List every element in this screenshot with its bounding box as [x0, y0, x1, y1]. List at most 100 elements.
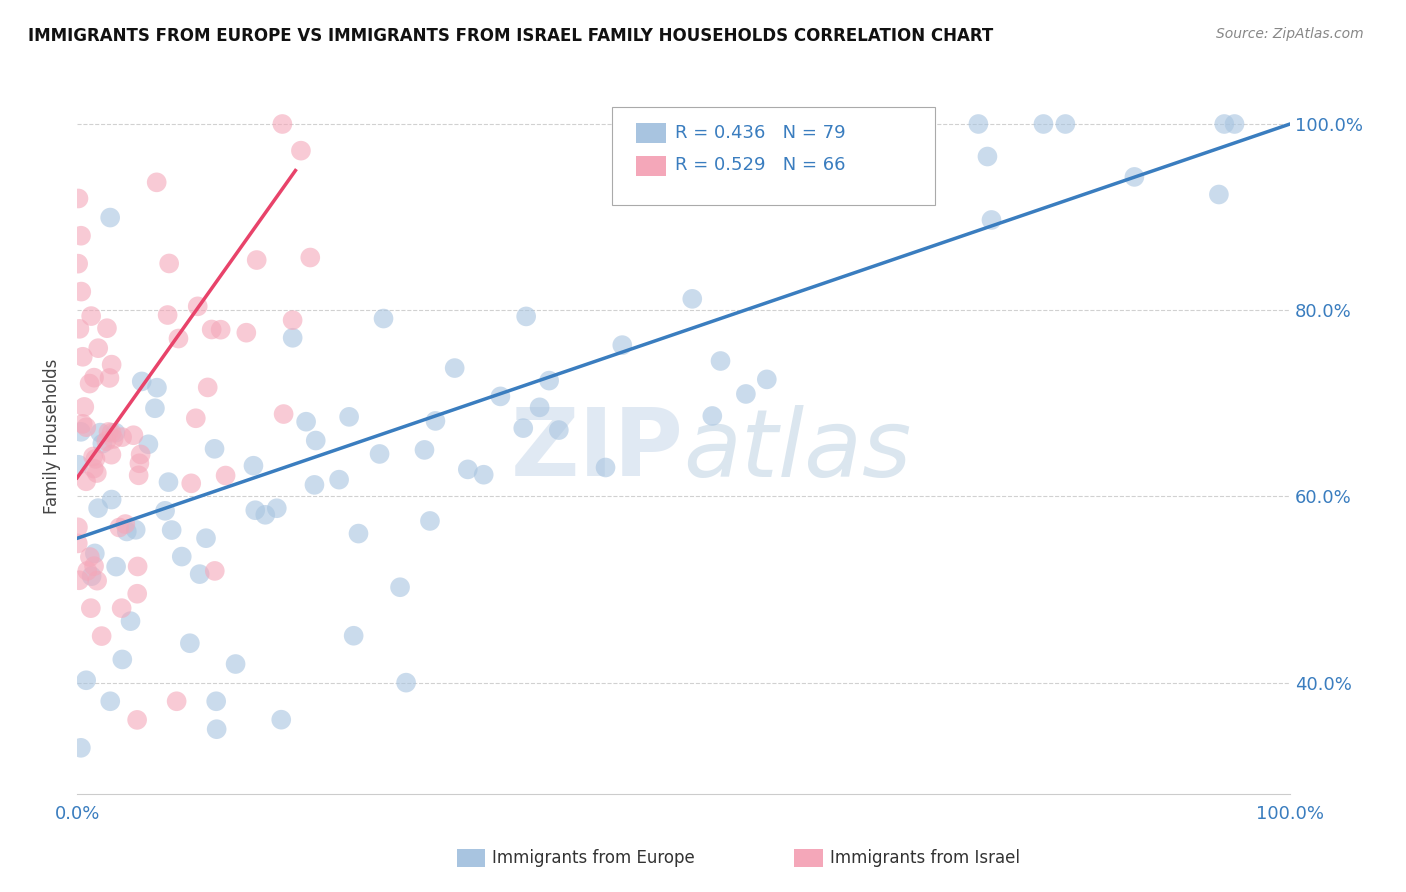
Point [529, 401, 551, 415]
Point [157, 256, 180, 270]
Point [98, 694, 121, 708]
Point [538, 374, 561, 388]
Point [266, 501, 288, 516]
Point [100, 448, 122, 462]
Point [100, 492, 122, 507]
Point [91, 436, 114, 450]
Point [100, 358, 122, 372]
Point [104, 425, 127, 440]
Point [86, 466, 108, 480]
Point [734, 387, 756, 401]
Point [98, 211, 121, 225]
Point [180, 476, 202, 491]
Point [245, 503, 267, 517]
Point [97, 425, 120, 439]
Point [214, 468, 236, 483]
Text: R = 0.529   N = 66: R = 0.529 N = 66 [675, 156, 845, 174]
Point [281, 313, 304, 327]
Point [395, 675, 418, 690]
Point [1208, 187, 1230, 202]
Text: Source: ZipAtlas.com: Source: ZipAtlas.com [1216, 27, 1364, 41]
Point [143, 401, 166, 416]
Point [105, 559, 128, 574]
Point [755, 372, 778, 386]
Point [225, 657, 247, 671]
Point [103, 432, 125, 446]
Point [242, 458, 264, 473]
Point [108, 520, 131, 534]
Point [1213, 117, 1236, 131]
Point [67, 322, 90, 336]
Point [976, 149, 998, 163]
Point [472, 467, 495, 482]
Point [515, 310, 537, 324]
Point [512, 421, 534, 435]
Point [70, 740, 93, 755]
Point [204, 564, 226, 578]
Point [1032, 117, 1054, 131]
Point [160, 523, 183, 537]
Point [120, 614, 142, 628]
Point [153, 504, 176, 518]
Point [145, 175, 167, 189]
Point [80, 309, 103, 323]
Point [100, 425, 122, 440]
Point [75, 475, 97, 489]
Point [254, 508, 277, 522]
Point [612, 338, 634, 352]
Point [595, 460, 617, 475]
Point [80, 601, 103, 615]
Point [66, 536, 89, 550]
Point [67, 192, 90, 206]
Text: Immigrants from Israel: Immigrants from Israel [830, 849, 1019, 867]
Point [425, 414, 447, 428]
Point [305, 434, 328, 448]
Point [373, 311, 395, 326]
Point [273, 407, 295, 421]
Point [96, 434, 118, 449]
Text: ZIP: ZIP [510, 404, 683, 496]
Point [82, 450, 104, 464]
Point [304, 478, 326, 492]
Point [111, 652, 134, 666]
Point [547, 423, 569, 437]
Text: atlas: atlas [683, 405, 912, 496]
Point [166, 694, 188, 708]
Point [75, 420, 97, 434]
Point [290, 144, 312, 158]
Point [281, 331, 304, 345]
Point [111, 601, 134, 615]
Point [83, 370, 105, 384]
Point [79, 549, 101, 564]
Point [205, 722, 228, 736]
Point [201, 322, 224, 336]
Point [125, 523, 148, 537]
Point [295, 415, 318, 429]
Point [157, 475, 180, 489]
Point [72, 417, 94, 431]
Point [131, 375, 153, 389]
Point [96, 321, 118, 335]
Point [86, 574, 108, 588]
Point [76, 564, 98, 578]
Point [167, 332, 190, 346]
Point [114, 516, 136, 531]
Point [79, 376, 101, 391]
Point [1123, 169, 1146, 184]
Text: Immigrants from Europe: Immigrants from Europe [492, 849, 695, 867]
Point [170, 549, 193, 564]
Point [67, 574, 90, 588]
Point [179, 636, 201, 650]
Point [128, 468, 150, 483]
Point [70, 228, 93, 243]
Point [413, 442, 436, 457]
Point [87, 501, 110, 516]
Point [129, 447, 152, 461]
Point [75, 673, 97, 688]
Point [967, 117, 990, 131]
Point [122, 428, 145, 442]
Point [184, 411, 207, 425]
Point [128, 456, 150, 470]
Point [195, 531, 218, 545]
Point [980, 213, 1002, 227]
